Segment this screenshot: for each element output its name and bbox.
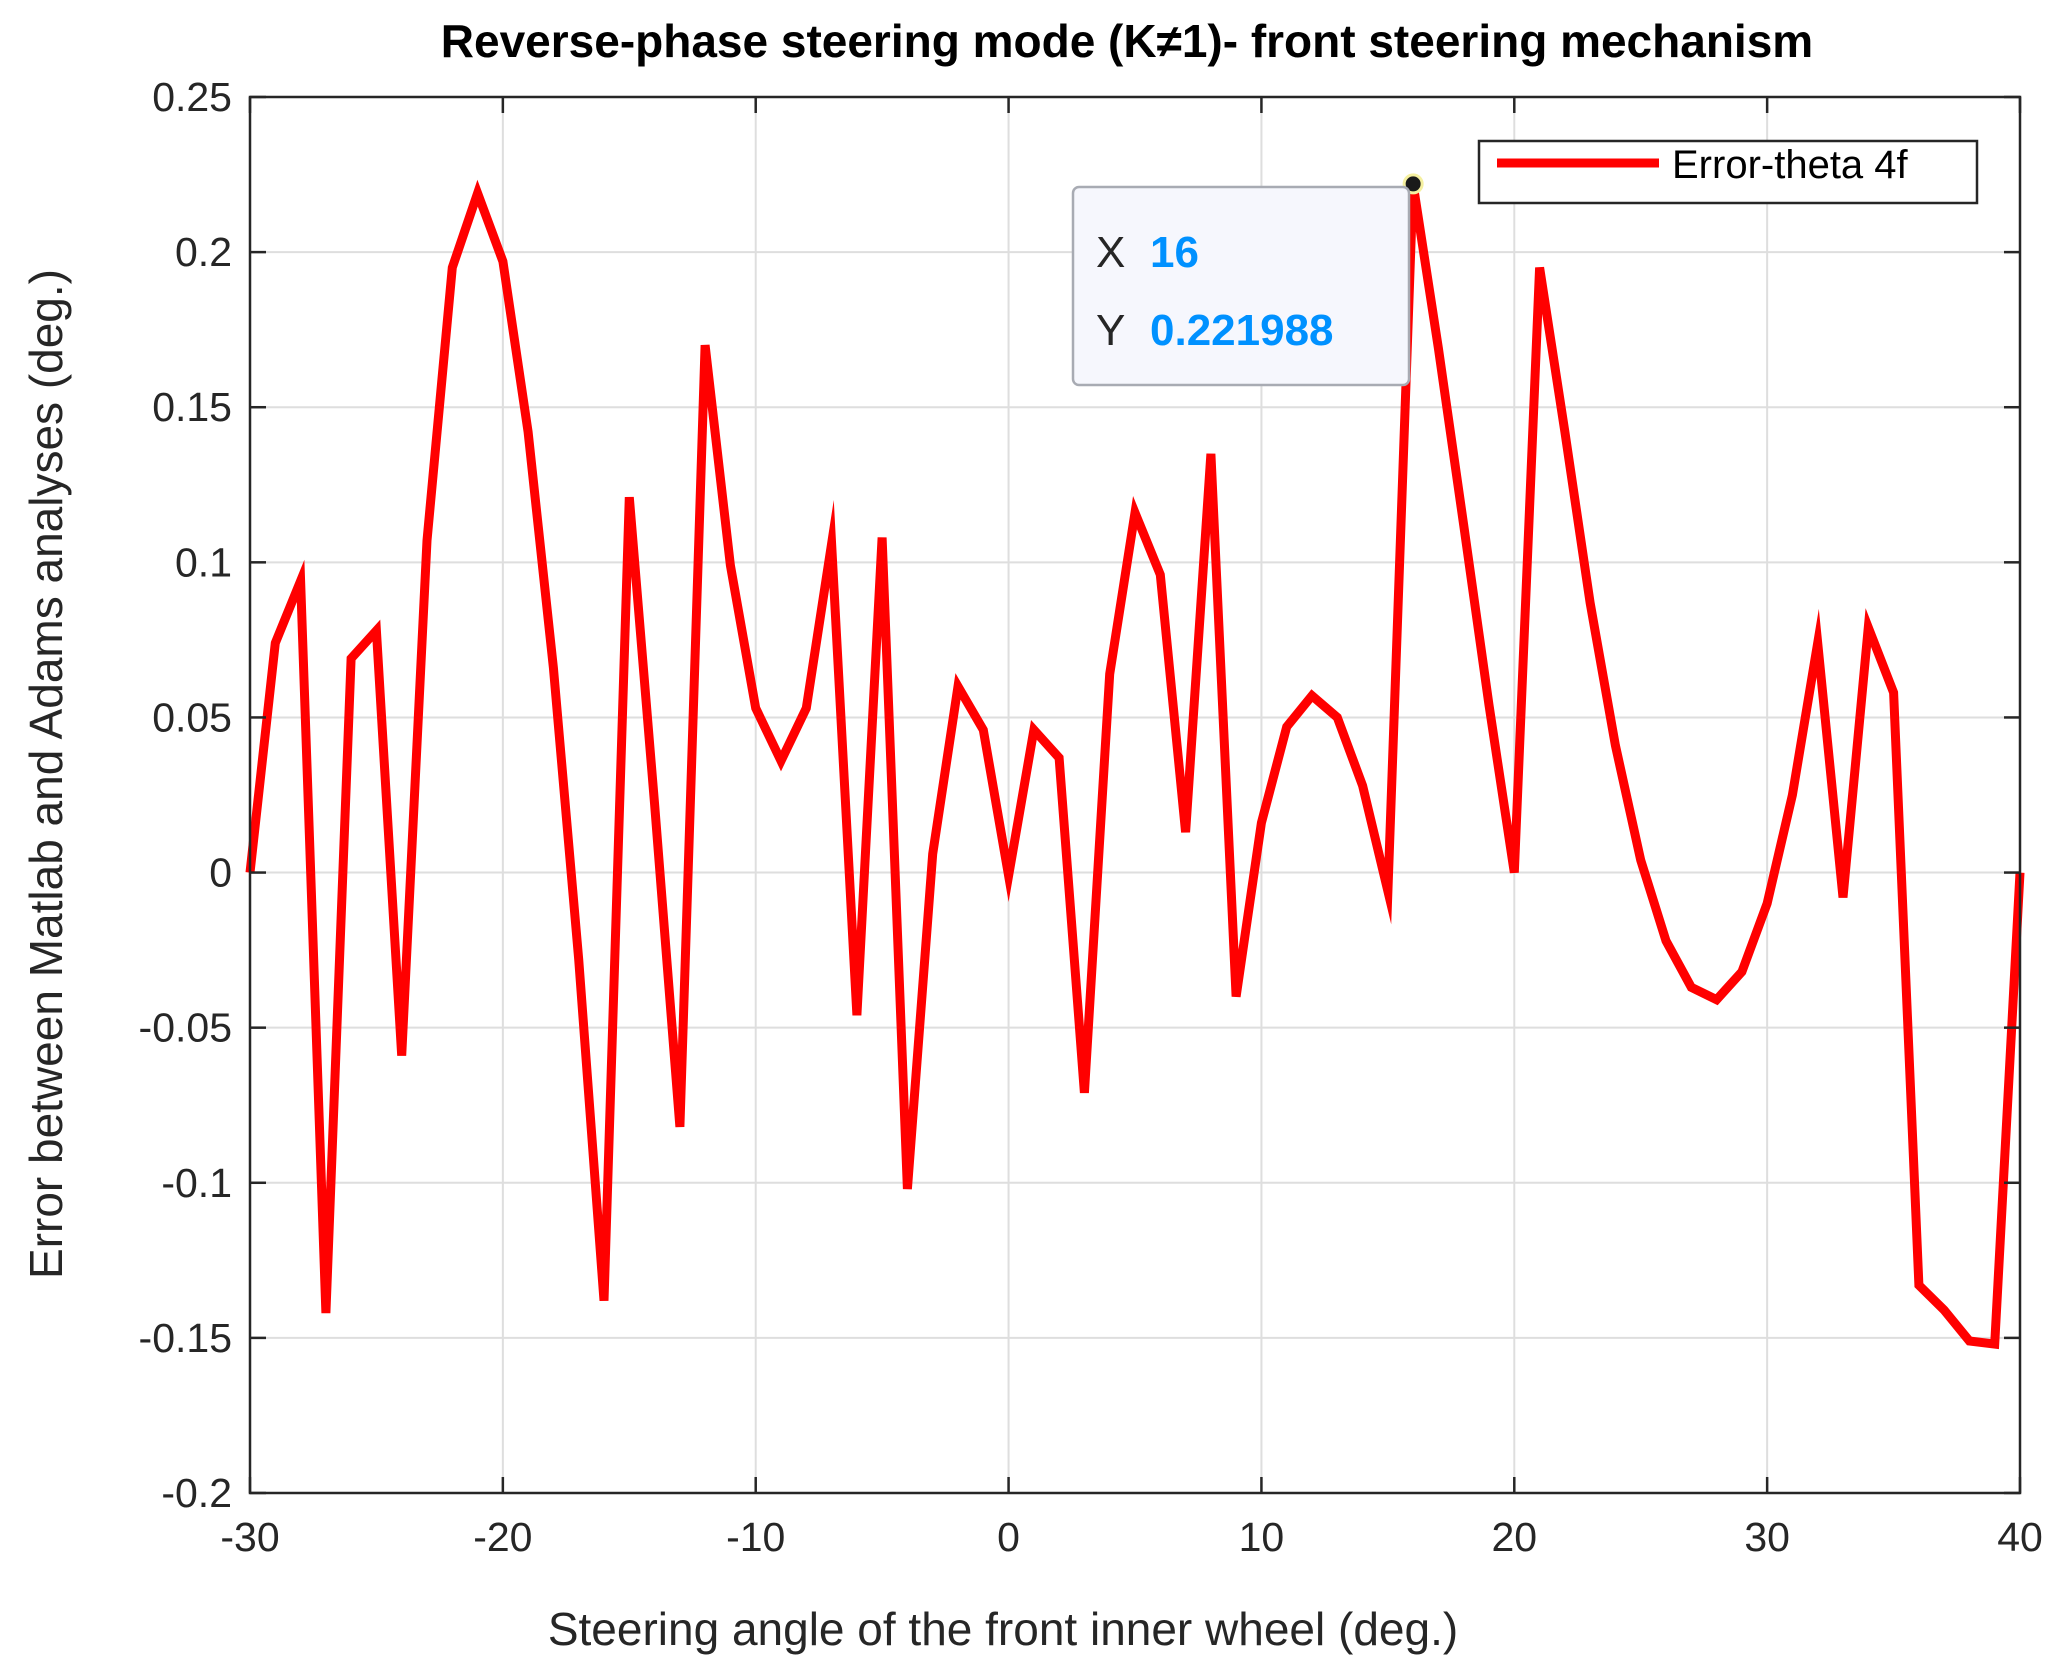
x-tick-label: 10 [1239,1514,1285,1560]
x-tick-label: 20 [1491,1514,1537,1560]
datatip-marker[interactable] [1402,173,1424,195]
y-tick-label: 0.15 [152,384,232,430]
y-tick-label: 0.05 [152,694,232,740]
legend-label: Error-theta 4f [1672,143,1909,187]
y-axis-label: Error between Matlab and Adams analyses … [20,269,72,1279]
ticks [248,95,2022,1495]
y-tick-label: -0.1 [161,1160,232,1206]
y-tick-label: 0.2 [175,229,232,275]
datatip-y-key: Y [1096,306,1125,355]
x-tick-label: 40 [1997,1514,2043,1560]
y-tick-label: -0.15 [139,1315,232,1361]
y-tick-label: -0.2 [161,1470,232,1516]
y-tick-label: 0 [209,850,232,896]
datatip-x-key: X [1096,228,1125,277]
x-tick-label: -30 [220,1514,279,1560]
series-line-error-theta-4f [245,179,2025,1350]
y-tick-label: 0.25 [152,74,232,120]
x-tick-label: 0 [997,1514,1020,1560]
x-axis-label: Steering angle of the front inner wheel … [548,1603,1458,1655]
datatip-x-value: 16 [1150,228,1199,277]
y-tick-labels: -0.2 -0.15 -0.1 -0.05 0 0.05 0.1 0.15 0.2 0.25 [139,74,232,1516]
datatip-y-value: 0.221988 [1150,306,1334,355]
y-tick-label: -0.05 [139,1005,232,1051]
datatip[interactable]: X 16 Y 0.221988 [1071,185,1411,387]
datatip-box [1071,185,1411,387]
y-tick-label: 0.1 [175,539,232,585]
chart-title: Reverse-phase steering mode (K≠1)- front… [441,15,1813,67]
series-group [245,173,2025,1350]
x-tick-label: -10 [726,1514,785,1560]
legend: Error-theta 4f [1477,139,1979,205]
legend-box [1477,139,1979,205]
x-tick-label: -20 [473,1514,532,1560]
x-tick-labels: -30 -20 -10 0 10 20 30 40 [220,1514,2042,1560]
axes-box [248,95,2022,1495]
x-tick-label: 30 [1744,1514,1790,1560]
